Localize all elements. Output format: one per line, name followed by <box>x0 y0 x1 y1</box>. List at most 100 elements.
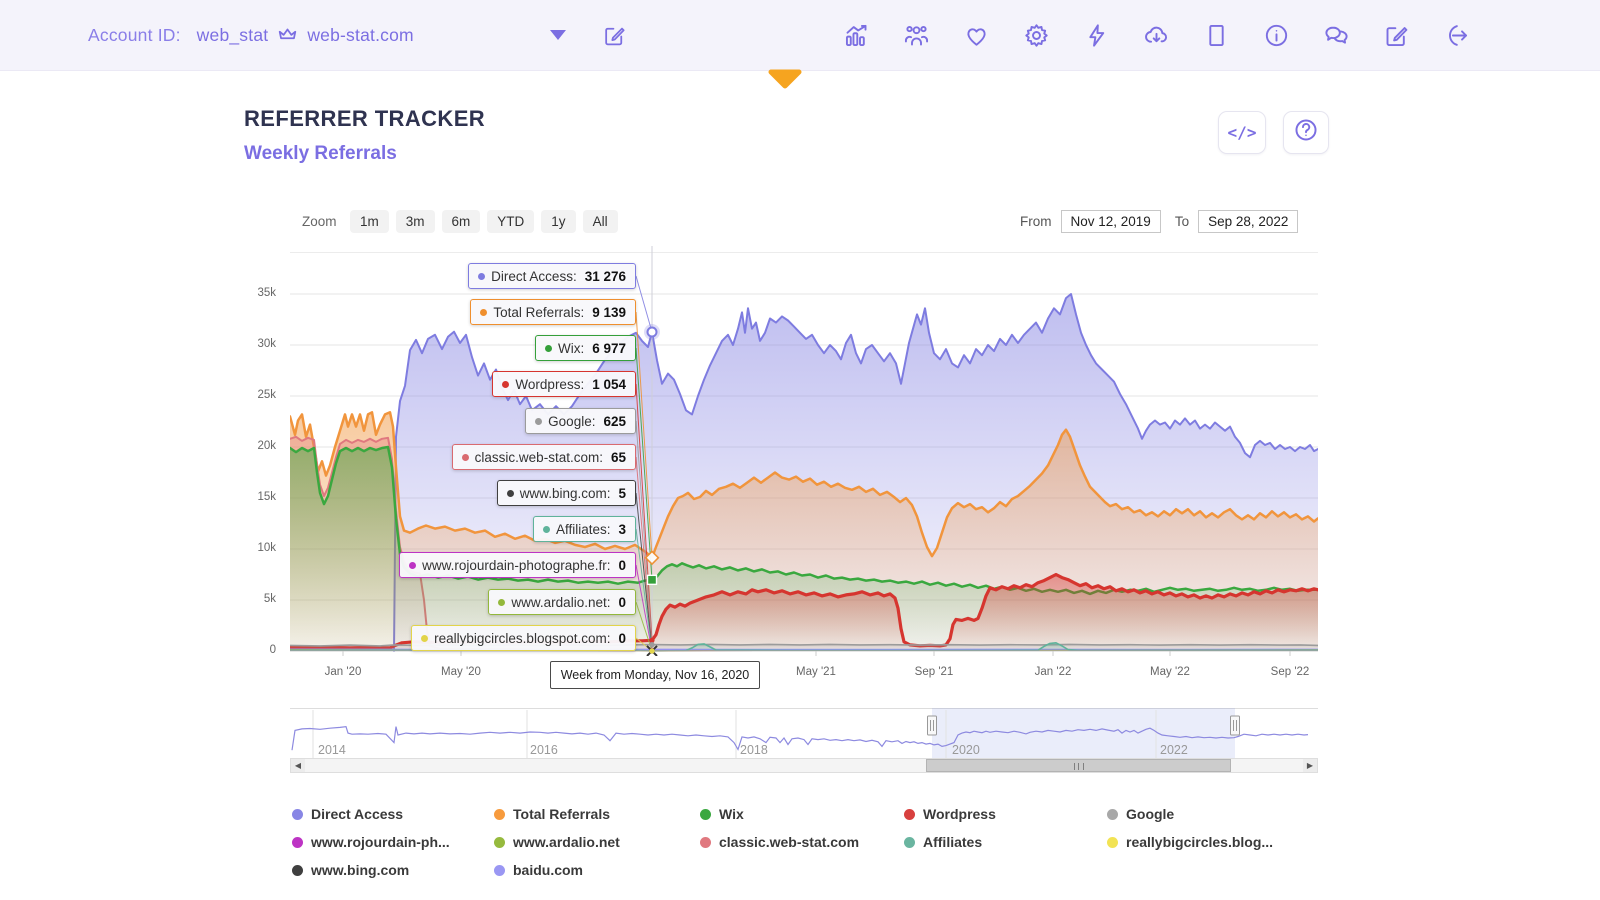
range-button-1y[interactable]: 1y <box>541 210 576 233</box>
tooltip-label: Wix: <box>557 340 585 356</box>
tooltip-value: 1 054 <box>592 376 626 392</box>
tooltip-value: 9 139 <box>592 304 626 320</box>
x-tick: May '21 <box>796 666 836 678</box>
series-dot-icon <box>421 634 429 642</box>
analytics-icon[interactable] <box>843 22 870 49</box>
svg-text:2016: 2016 <box>530 743 558 757</box>
chat-icon[interactable] <box>1323 22 1350 49</box>
series-dot-icon <box>498 598 506 606</box>
tooltip-row: www.ardalio.net: 0 <box>488 589 636 615</box>
tooltip-row: Google: 625 <box>525 408 636 434</box>
legend-item-google[interactable]: Google <box>1107 800 1367 828</box>
range-button-ytd[interactable]: YTD <box>487 210 535 233</box>
y-tick-0: 0 <box>269 644 276 656</box>
tooltip-label: www.rojourdain-photographe.fr: <box>422 557 611 573</box>
legend-item-www-rojourdain-ph-[interactable]: www.rojourdain-ph... <box>292 828 494 856</box>
navigator-handle[interactable] <box>927 715 937 736</box>
legend-dot-icon <box>1107 808 1118 820</box>
series-dot-icon <box>478 272 486 280</box>
y-tick-25k: 25k <box>257 389 276 401</box>
legend-dot-icon <box>292 864 303 876</box>
legend-dot-icon <box>292 808 303 820</box>
legend-label: Wordpress <box>923 806 996 822</box>
y-tick-35k: 35k <box>257 287 276 299</box>
range-buttons: 1m 3m 6m YTD 1y All <box>350 210 618 233</box>
report-subtitle: Weekly Referrals <box>244 143 397 164</box>
chart-legend: Direct Access Total Referrals Wix Wordpress… <box>292 800 1367 884</box>
date-range: From Nov 12, 2019 To Sep 28, 2022 <box>1020 210 1299 233</box>
top-bar: Account ID: web_stat web-stat.com <box>0 0 1600 71</box>
legend-dot-icon <box>1107 836 1118 848</box>
tooltip-row: www.rojourdain-photographe.fr: 0 <box>399 552 636 578</box>
bolt-icon[interactable] <box>1083 22 1110 49</box>
tooltip-value: 625 <box>603 413 626 429</box>
to-label: To <box>1174 214 1190 229</box>
referral-area-chart[interactable] <box>290 246 1318 656</box>
tooltip-value: 65 <box>610 449 626 465</box>
compose-icon[interactable] <box>1383 22 1410 49</box>
range-navigator[interactable]: 2014 2016 2018 2020 2022 <box>290 708 1318 758</box>
legend-item-wix[interactable]: Wix <box>700 800 904 828</box>
series-dot-icon <box>544 344 552 352</box>
legend-item-classic-web-stat-com[interactable]: classic.web-stat.com <box>700 828 904 856</box>
legend-item-www-bing-com[interactable]: www.bing.com <box>292 856 494 884</box>
logout-icon[interactable] <box>1443 22 1470 49</box>
series-dot-icon <box>409 561 417 569</box>
tooltip-label: reallybigcircles.blogspot.com: <box>434 630 611 646</box>
tooltip-label: Google: <box>548 413 596 429</box>
x-tick: Sep '22 <box>1270 666 1310 678</box>
scroll-left-button[interactable]: ◀ <box>291 759 305 772</box>
scrollbar-thumb[interactable] <box>926 759 1231 772</box>
tooltip-label: Wordpress: <box>515 376 585 392</box>
page-icon[interactable] <box>1203 22 1230 49</box>
tooltip-value: 0 <box>618 630 626 646</box>
legend-item-reallybigcircles-blog-[interactable]: reallybigcircles.blog... <box>1107 828 1367 856</box>
collapse-caret-icon[interactable] <box>767 69 803 96</box>
account-dropdown-caret-icon[interactable] <box>548 28 568 47</box>
tooltip-value: 6 977 <box>592 340 626 356</box>
x-tick: Jan '22 <box>1034 666 1072 678</box>
from-date-input[interactable]: Nov 12, 2019 <box>1060 210 1161 233</box>
range-button-1m[interactable]: 1m <box>350 210 389 233</box>
legend-dot-icon <box>700 808 711 820</box>
cloud-download-icon[interactable] <box>1143 22 1170 49</box>
tooltip-label: www.ardalio.net: <box>511 594 611 610</box>
legend-item-www-ardalio-net[interactable]: www.ardalio.net <box>494 828 700 856</box>
embed-code-button[interactable]: </> <box>1218 111 1266 154</box>
to-date-input[interactable]: Sep 28, 2022 <box>1198 210 1299 233</box>
navigator-handle[interactable] <box>1230 715 1240 736</box>
legend-label: www.ardalio.net <box>513 834 620 850</box>
legend-item-affiliates[interactable]: Affiliates <box>904 828 1107 856</box>
range-button-3m[interactable]: 3m <box>395 210 435 233</box>
heart-icon[interactable] <box>963 22 990 49</box>
crown-icon <box>275 23 300 48</box>
tooltip-row: www.bing.com: 5 <box>496 480 636 506</box>
account-selector[interactable]: Account ID: web_stat web-stat.com <box>88 0 414 70</box>
navigator-scrollbar[interactable]: ◀ ▶ <box>290 758 1318 773</box>
legend-dot-icon <box>904 808 915 820</box>
series-dot-icon <box>506 489 514 497</box>
tooltip-row: Wix: 6 977 <box>534 335 636 361</box>
info-icon[interactable] <box>1263 22 1290 49</box>
legend-item-baidu-com[interactable]: baidu.com <box>494 856 700 884</box>
scroll-right-button[interactable]: ▶ <box>1303 759 1317 772</box>
account-id-label: Account ID: <box>88 24 181 45</box>
x-tick: May '20 <box>441 666 481 678</box>
range-button-all[interactable]: All <box>582 210 618 233</box>
legend-label: www.bing.com <box>311 862 410 878</box>
from-label: From <box>1020 214 1052 229</box>
legend-label: www.rojourdain-ph... <box>311 834 450 850</box>
legend-item-total-referrals[interactable]: Total Referrals <box>494 800 700 828</box>
settings-icon[interactable] <box>1023 22 1050 49</box>
users-icon[interactable] <box>903 22 930 49</box>
tooltip-label: Direct Access: <box>491 268 577 284</box>
legend-item-wordpress[interactable]: Wordpress <box>904 800 1107 828</box>
legend-label: reallybigcircles.blog... <box>1126 834 1274 850</box>
tooltip-row: Total Referrals: 9 139 <box>470 299 636 325</box>
help-button[interactable] <box>1283 111 1329 154</box>
y-tick-10k: 10k <box>257 542 276 554</box>
legend-item-direct-access[interactable]: Direct Access <box>292 800 494 828</box>
edit-account-icon[interactable] <box>602 23 627 53</box>
legend-dot-icon <box>292 836 303 848</box>
range-button-6m[interactable]: 6m <box>441 210 481 233</box>
